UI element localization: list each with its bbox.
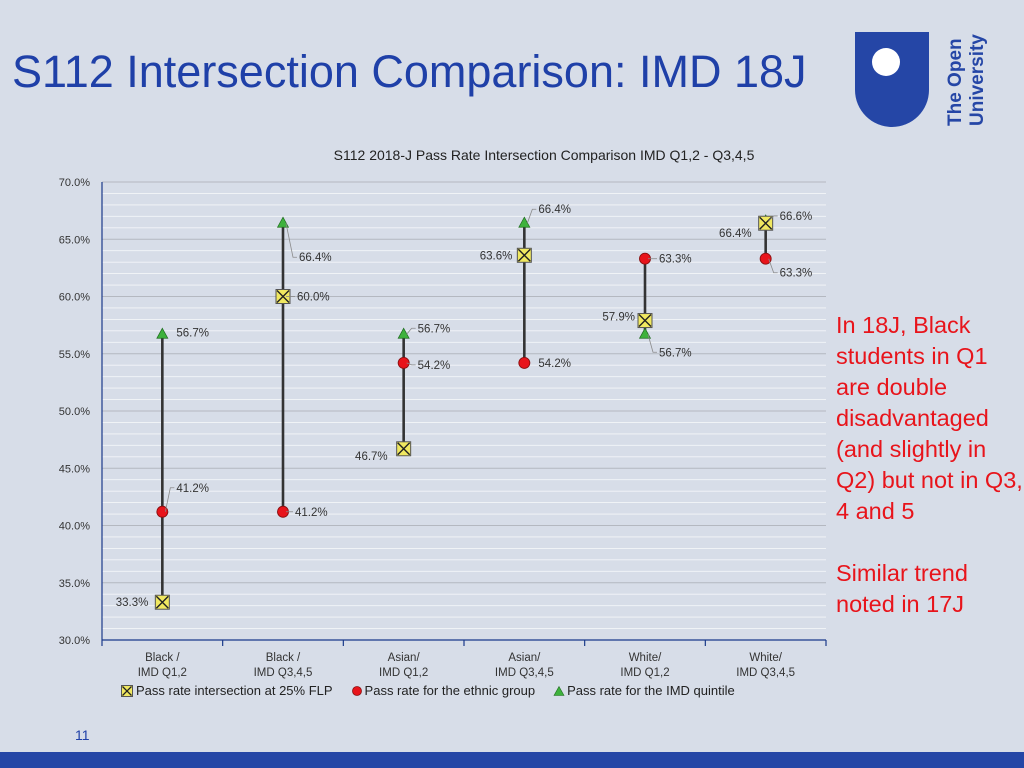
data-label-leader: [406, 327, 416, 335]
x-category-label: Asian/: [388, 652, 421, 664]
x-category-label: Asian/: [508, 652, 541, 664]
data-label-leader: [285, 223, 297, 258]
data-label-leader: [164, 487, 175, 512]
red-circle-icon: [351, 685, 362, 696]
ethnic-group-point: [759, 252, 772, 265]
y-tick-label: 55.0%: [59, 349, 90, 361]
ethnic-group-point: [518, 356, 531, 369]
x-category-label: IMD Q1,2: [379, 667, 428, 679]
imd-quintile-point: [156, 327, 169, 339]
x-category-label: IMD Q3,4,5: [736, 667, 795, 679]
data-label: 66.4%: [538, 204, 571, 216]
open-university-logo: The Open University: [855, 32, 990, 132]
data-label-leader: [406, 362, 416, 366]
intersection-point: [396, 441, 412, 457]
commentary-paragraph: Similar trend noted in 17J: [836, 560, 968, 617]
commentary-text: In 18J, Black students in Q1 are double …: [836, 310, 1024, 620]
y-tick-label: 30.0%: [59, 635, 90, 647]
data-label: 56.7%: [659, 347, 692, 359]
chart-title: S112 2018-J Pass Rate Intersection Compa…: [333, 147, 755, 163]
svg-text:The Open: The Open: [945, 38, 966, 126]
box-x-icon: [121, 684, 133, 697]
legend-label: Pass rate intersection at 25% FLP: [136, 683, 333, 698]
data-label-leader: [768, 258, 778, 274]
data-label-leader: [526, 208, 537, 224]
footer-bar: [0, 752, 1024, 768]
data-label-leader: [647, 334, 657, 353]
data-label: 41.2%: [176, 483, 209, 495]
data-label: 41.2%: [295, 507, 328, 519]
y-tick-label: 40.0%: [59, 521, 90, 533]
x-category-label: White/: [629, 652, 662, 664]
x-category-label: IMD Q3,4,5: [254, 667, 313, 679]
x-category-label: Black /: [266, 652, 301, 664]
data-label-leader: [768, 215, 778, 222]
page-number: 11: [75, 727, 90, 743]
y-tick-label: 65.0%: [59, 234, 90, 246]
imd-quintile-point: [638, 327, 652, 339]
intersection-point: [154, 594, 170, 610]
data-label: 66.6%: [780, 211, 813, 223]
data-label: 63.6%: [480, 250, 513, 262]
data-label: 54.2%: [538, 358, 571, 370]
legend-item-ethnic-group: Pass rate for the ethnic group: [351, 683, 536, 698]
slide-title: S112 Intersection Comparison: IMD 18J: [12, 46, 807, 97]
legend-label: Pass rate for the IMD quintile: [567, 683, 735, 698]
y-tick-label: 35.0%: [59, 578, 90, 590]
legend-label: Pass rate for the ethnic group: [364, 683, 536, 698]
commentary-paragraph: In 18J, Black students in Q1 are double …: [836, 312, 1023, 524]
x-category-label: Black /: [145, 652, 180, 664]
intersection-point: [516, 247, 532, 263]
y-tick-label: 60.0%: [59, 292, 90, 304]
imd-quintile-point: [276, 216, 290, 228]
data-label: 66.4%: [719, 228, 752, 240]
data-label: 57.9%: [602, 312, 635, 324]
x-category-label: IMD Q1,2: [138, 667, 187, 679]
data-label: 46.7%: [355, 451, 388, 463]
data-label: 66.4%: [299, 252, 332, 264]
x-category-label: IMD Q1,2: [620, 667, 669, 679]
imd-quintile-point: [518, 216, 531, 228]
svg-text:University: University: [967, 34, 988, 126]
chart-legend: Pass rate intersection at 25% FLP Pass r…: [120, 683, 753, 698]
data-label: 56.7%: [418, 323, 451, 335]
data-label: 33.3%: [116, 597, 149, 609]
imd-quintile-point: [397, 327, 410, 339]
ethnic-group-point: [397, 356, 410, 369]
ethnic-group-point: [156, 505, 169, 518]
legend-item-intersection: Pass rate intersection at 25% FLP: [120, 683, 333, 698]
y-tick-label: 45.0%: [59, 463, 90, 475]
data-label: 63.3%: [780, 268, 813, 280]
x-category-label: IMD Q3,4,5: [495, 667, 554, 679]
data-label: 56.7%: [176, 327, 209, 339]
intersection-point: [758, 215, 774, 231]
x-category-label: White/: [749, 652, 782, 664]
y-tick-label: 50.0%: [59, 406, 90, 418]
legend-item-imd-quintile: Pass rate for the IMD quintile: [553, 683, 735, 698]
data-label: 60.0%: [297, 292, 330, 304]
intersection-point: [637, 313, 653, 329]
green-triangle-icon: [553, 685, 565, 696]
data-label: 63.3%: [659, 254, 692, 266]
y-tick-label: 70.0%: [59, 177, 90, 189]
data-label: 54.2%: [418, 360, 451, 372]
